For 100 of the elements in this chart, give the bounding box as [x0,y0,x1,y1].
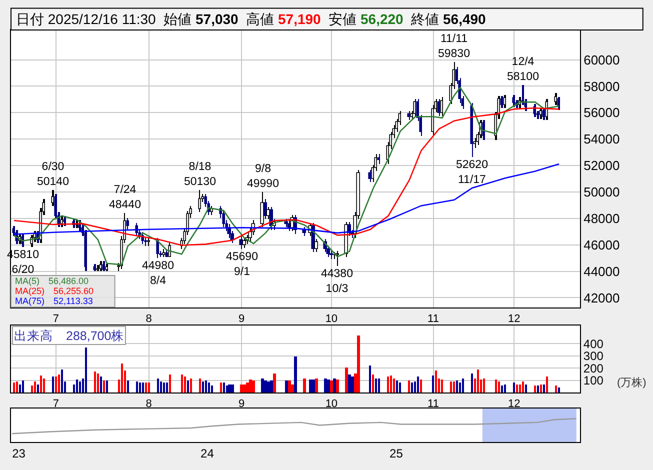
y-tick-label: 46000 [584,237,620,252]
bar [396,380,398,392]
text: 56,220 [360,11,404,27]
bar [393,378,395,392]
bar [495,379,497,392]
bar [483,378,485,392]
bar [417,376,419,392]
bar [537,385,539,392]
bar [375,378,377,392]
bar [100,376,102,392]
bar [103,380,105,392]
bar [127,380,129,392]
y-axis-title: (万株) [617,376,646,389]
bar [345,367,348,392]
x-tick-label: 23 [12,446,26,460]
bar [79,381,81,392]
bar [223,382,225,392]
bar [139,382,141,392]
y-tick-label: 54000 [584,132,620,147]
text: 安値 [328,11,357,27]
y-tick-label: 42000 [584,290,620,306]
text: 高値 [246,11,274,27]
bar [387,376,389,392]
text: 57,030 [196,11,239,27]
annotation: 12/4 58100 [507,56,539,83]
bar [208,382,210,392]
bar [136,381,138,392]
bar [477,369,479,392]
bar [148,382,150,392]
bar [351,376,354,392]
bar [390,375,392,392]
bar [52,376,54,392]
y-tick-label: 58000 [584,78,620,94]
annotation: 7/24 48440 [109,184,141,211]
bar [516,384,518,392]
chart-title: 出来高 288,700株 [14,328,124,343]
annotation: 44980 8/4 [142,260,174,287]
bar [456,380,458,392]
x-tick-label: 12 [508,398,520,410]
bar [513,382,515,392]
bar [348,374,351,392]
x-tick-label: 9 [238,312,245,325]
bar [525,384,527,392]
bar [16,381,18,392]
bar [163,382,165,392]
bar [333,378,336,392]
bar [97,373,99,392]
bar [378,378,380,392]
bar [291,384,294,392]
bar [273,373,276,392]
y-tick-label: 44000 [584,264,620,279]
bar [19,384,21,392]
text: MA(25) 56,255.60 [15,286,94,296]
bar [246,382,249,392]
bar [202,381,204,392]
x-tick-label: 12 [508,312,520,325]
bar [166,382,168,392]
annotation: 44380 10/3 [321,268,353,295]
bar [288,380,291,392]
bar [522,381,524,392]
bar [76,379,78,392]
bar [294,356,297,392]
bar [40,375,42,392]
bar [85,347,87,392]
annotation: 52620 11/17 [456,159,488,186]
bar [372,374,374,392]
bar [43,378,45,392]
bar [13,382,15,392]
bar [160,381,162,392]
x-tick-label: 7 [52,398,59,410]
bar [471,373,473,392]
bar [205,380,207,392]
bar [330,380,333,392]
bar [285,380,288,392]
bar [190,378,192,392]
x-tick-label: 10 [325,398,338,410]
text: 終値 [411,11,440,27]
x-tick-label: 11 [428,312,439,325]
bar [309,379,312,392]
y-tick-label: 48000 [584,210,620,226]
bar [459,382,461,392]
bar [462,378,464,392]
y-tick-label: 56000 [584,105,620,120]
y-tick-label: 300 [583,349,604,364]
y-tick-label: 400 [583,336,604,351]
bar [94,371,96,392]
y-tick-label: 60000 [584,52,620,68]
bar [315,378,318,392]
text: MA(5) 56,486.00 [15,276,89,286]
x-tick-label: 7 [52,312,59,325]
bar [106,380,108,392]
bar [184,376,186,392]
annotation: 6/30 50140 [37,161,69,188]
bar [34,381,36,392]
annotation: 8/18 50130 [184,161,216,188]
bar [399,382,401,392]
bar [432,375,434,392]
bar [187,380,189,392]
bar [37,384,39,392]
bar [31,385,33,392]
